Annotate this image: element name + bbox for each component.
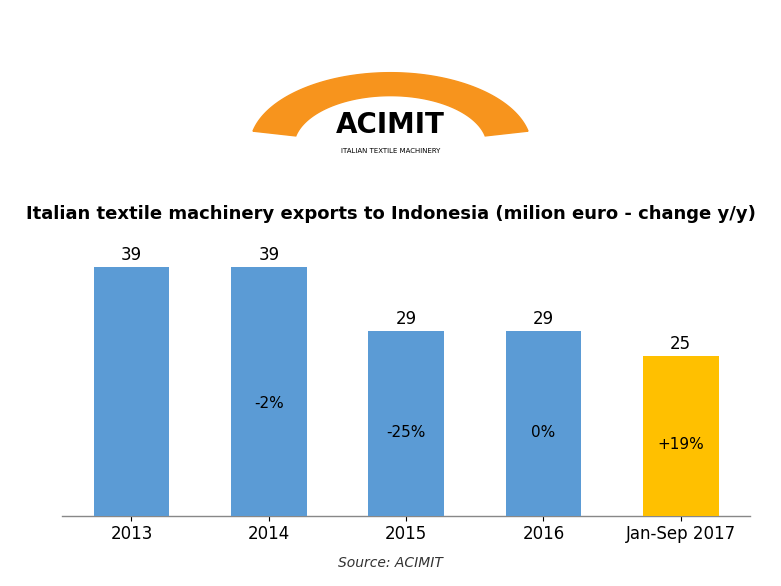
Text: 25: 25 (670, 335, 691, 353)
Text: ITALIAN TEXTILE MACHINERY: ITALIAN TEXTILE MACHINERY (341, 148, 440, 155)
Text: -2%: -2% (254, 396, 284, 411)
Bar (94, 267, 169, 516)
Text: -25%: -25% (387, 425, 426, 440)
Bar (643, 356, 719, 516)
Text: 0%: 0% (531, 425, 555, 440)
Text: 39: 39 (121, 246, 142, 264)
Text: Italian textile machinery exports to Indonesia (milion euro - change y/y): Italian textile machinery exports to Ind… (26, 205, 755, 223)
Bar (231, 267, 307, 516)
Polygon shape (253, 73, 528, 136)
Text: +19%: +19% (658, 437, 704, 452)
Text: 29: 29 (533, 310, 554, 328)
Text: 29: 29 (395, 310, 417, 328)
Bar (369, 331, 444, 516)
Text: 39: 39 (259, 246, 280, 264)
Text: ACIMIT: ACIMIT (336, 111, 445, 139)
Bar (505, 331, 581, 516)
Text: Source: ACIMIT: Source: ACIMIT (338, 556, 443, 570)
